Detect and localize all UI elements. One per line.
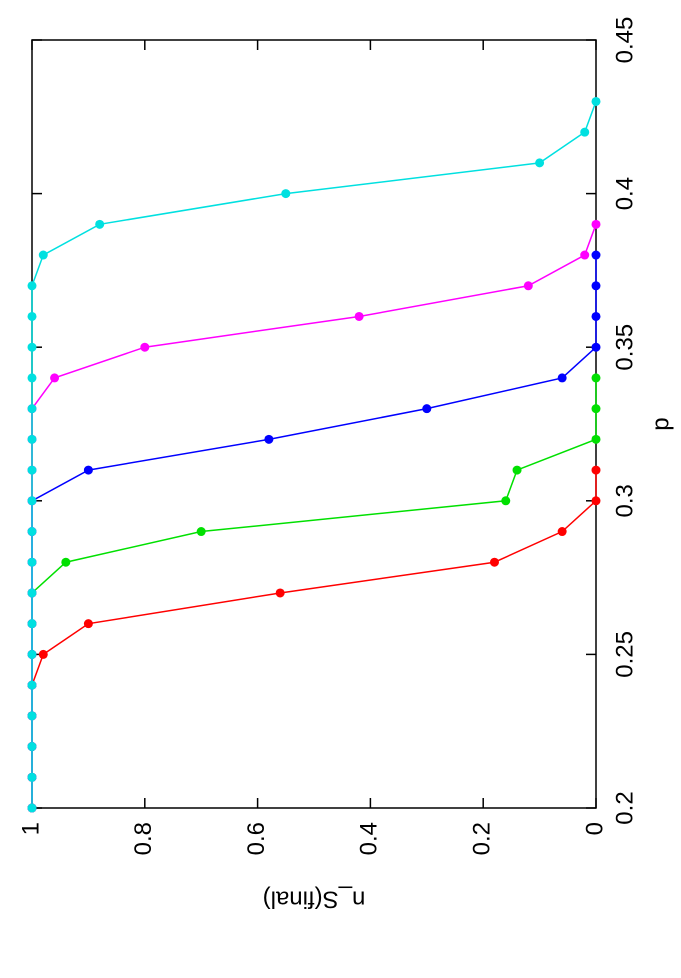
series-line [31, 224, 597, 808]
x-tick-label: 0.35 [611, 324, 638, 371]
data-point [27, 742, 37, 752]
data-point [591, 219, 601, 229]
data-point [557, 373, 567, 383]
series-line [31, 255, 597, 808]
data-point [50, 373, 60, 383]
data-point [275, 588, 285, 598]
y-axis-label: n_S(final) [263, 886, 366, 913]
x-tick-label: 0.3 [611, 484, 638, 517]
data-point [27, 342, 37, 352]
data-point [489, 557, 499, 567]
data-point [27, 680, 37, 690]
x-tick-label: 0.25 [611, 631, 638, 678]
y-tick-label: 0.4 [356, 822, 383, 855]
y-tick-label: 0.2 [469, 822, 496, 855]
data-point [580, 250, 590, 260]
data-point [27, 373, 37, 383]
data-point [27, 649, 37, 659]
data-point [27, 619, 37, 629]
data-point [591, 373, 601, 383]
data-point [281, 189, 291, 199]
x-axis-label: p [647, 417, 674, 430]
data-point [27, 588, 37, 598]
data-point [38, 649, 48, 659]
data-point [557, 527, 567, 537]
data-point [501, 496, 511, 506]
data-point [591, 342, 601, 352]
data-point [27, 803, 37, 813]
y-tick-label: 0.8 [130, 822, 157, 855]
data-point [354, 311, 364, 321]
y-tick-label: 1 [17, 822, 44, 835]
plot-frame [31, 39, 597, 809]
data-point [591, 250, 601, 260]
data-point [27, 281, 37, 291]
data-point [38, 250, 48, 260]
data-point [196, 527, 206, 537]
data-point [591, 465, 601, 475]
x-tick-label: 0.45 [611, 17, 638, 64]
data-point [591, 96, 601, 106]
series-line [31, 101, 597, 808]
data-point [140, 342, 150, 352]
data-point [591, 404, 601, 414]
series-line [31, 377, 597, 808]
data-point [61, 557, 71, 567]
x-tick-label: 0.4 [611, 177, 638, 210]
data-point [27, 527, 37, 537]
plot-area: 0.20.250.30.350.40.4500.20.40.60.81pn_S(… [17, 17, 674, 913]
data-point [27, 772, 37, 782]
data-point [27, 465, 37, 475]
data-point [591, 311, 601, 321]
data-point [591, 496, 601, 506]
data-point [422, 404, 432, 414]
data-point [591, 434, 601, 444]
data-point [27, 404, 37, 414]
data-point [27, 711, 37, 721]
data-point [512, 465, 522, 475]
data-point [264, 434, 274, 444]
data-point [535, 158, 545, 168]
data-point [580, 127, 590, 137]
y-tick-label: 0.6 [243, 822, 270, 855]
data-point [95, 219, 105, 229]
data-point [523, 281, 533, 291]
data-point [591, 281, 601, 291]
data-point [27, 311, 37, 321]
data-point [27, 557, 37, 567]
data-point [27, 434, 37, 444]
data-point [27, 496, 37, 506]
data-point [83, 619, 93, 629]
x-tick-label: 0.2 [611, 791, 638, 824]
data-point [83, 465, 93, 475]
y-tick-label: 0 [581, 822, 608, 835]
